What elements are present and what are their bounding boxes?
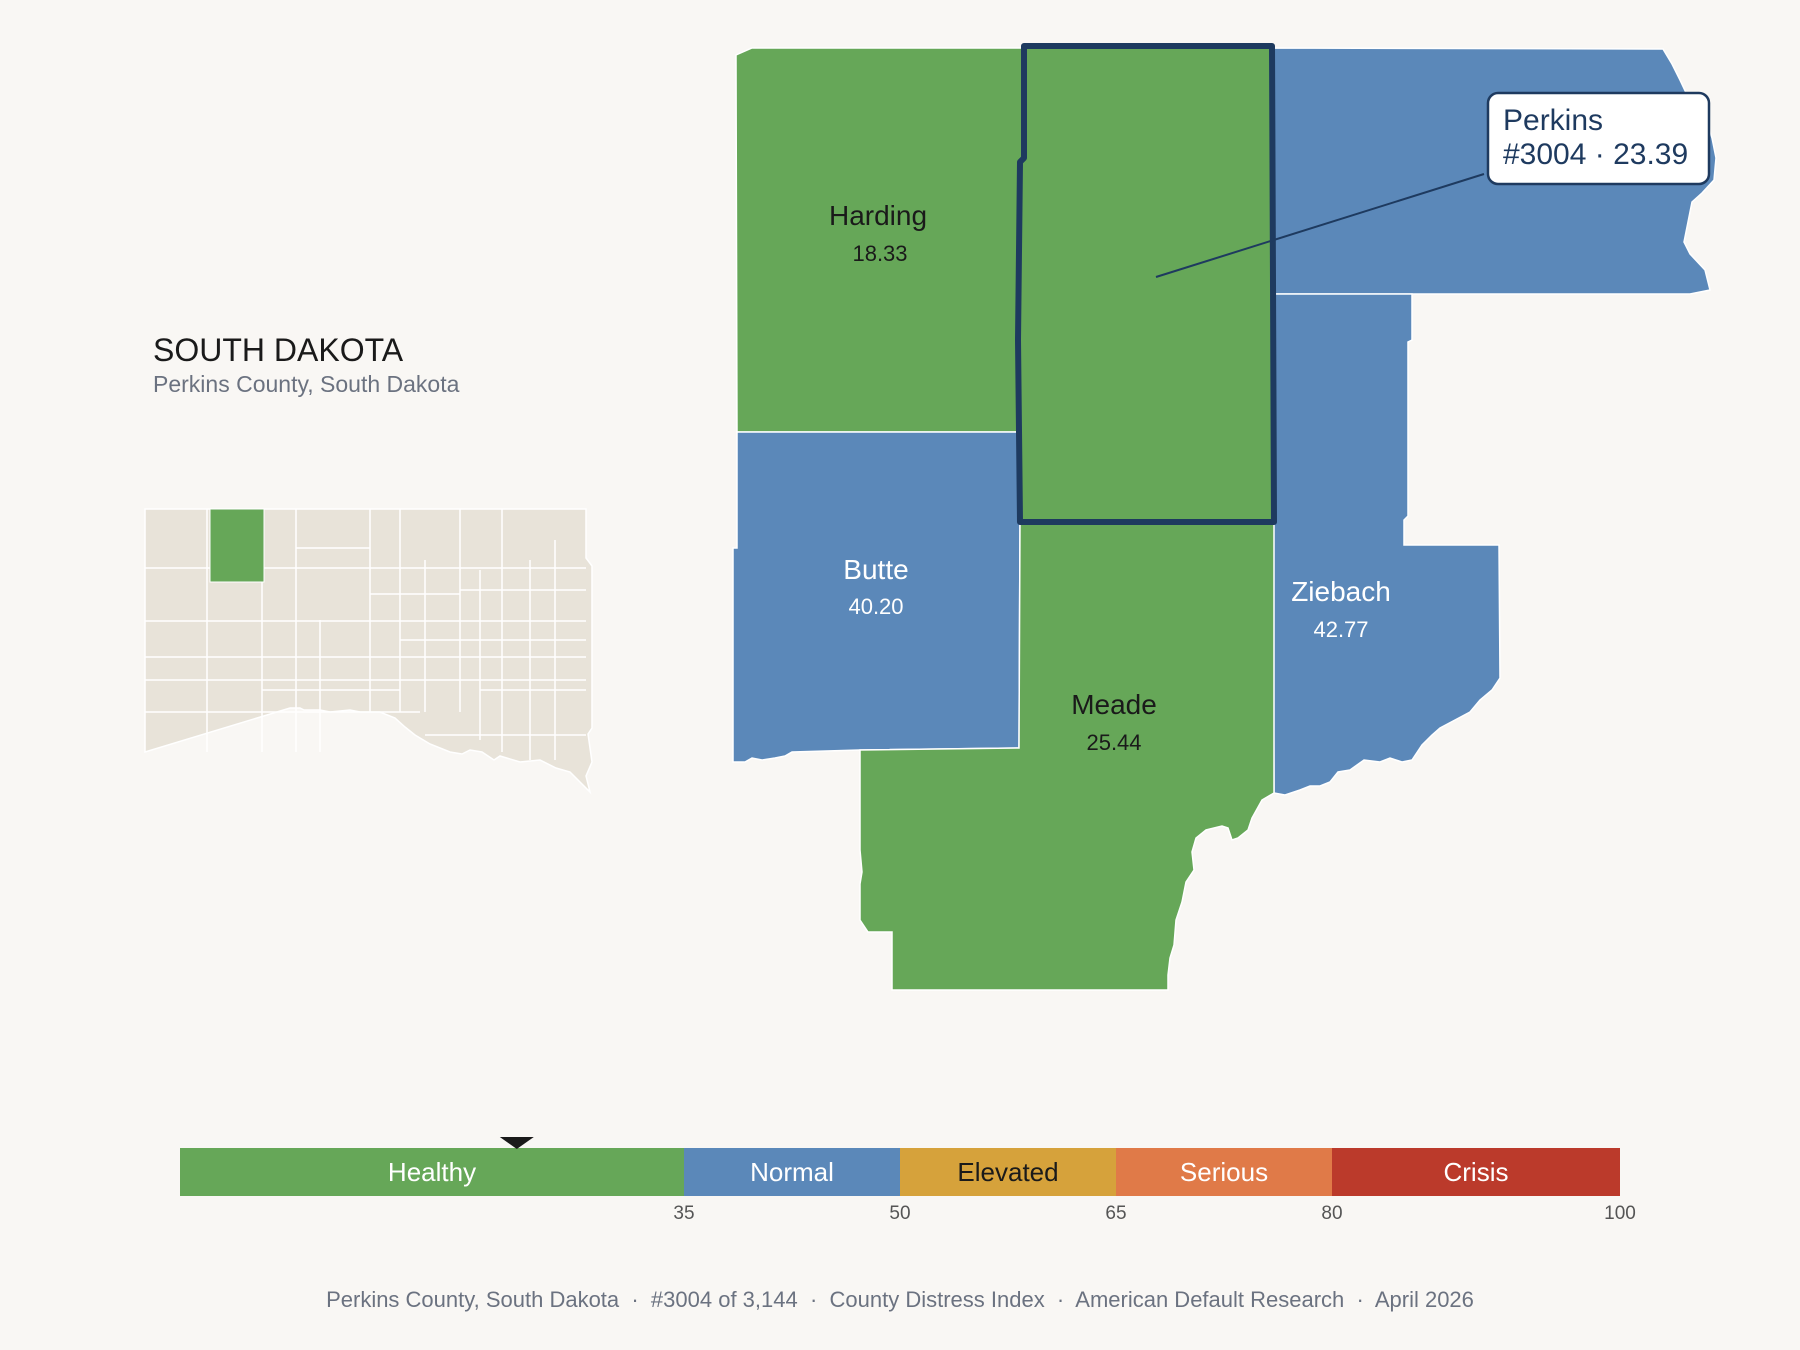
- callout-leader-line: [1155, 173, 1485, 278]
- legend-label-elevated: Elevated: [957, 1157, 1058, 1187]
- legend-label-normal: Normal: [750, 1157, 834, 1187]
- state-subtitle: Perkins County, South Dakota: [153, 371, 460, 397]
- legend-tick-80: 80: [1321, 1203, 1342, 1224]
- legend-label-healthy: Healthy: [388, 1157, 476, 1187]
- footer-caption: Perkins County, South Dakota · #3004 of …: [326, 1287, 1474, 1312]
- county-label-ziebach: Ziebach: [1291, 576, 1391, 607]
- state-locator-map: [144, 508, 593, 795]
- legend-tick-65: 65: [1105, 1203, 1126, 1224]
- legend-tick-100: 100: [1604, 1203, 1636, 1224]
- county-value-ziebach: 42.77: [1313, 617, 1368, 642]
- county-labels: Harding 18.33 Butte 40.20 Meade 25.44 Zi…: [829, 200, 1391, 755]
- legend-scale: Healthy Normal Elevated Serious Crisis 35 50 6…: [180, 1137, 1636, 1224]
- state-title: SOUTH DAKOTA: [153, 332, 404, 368]
- county-meade[interactable]: [859, 521, 1275, 991]
- legend-tick-35: 35: [673, 1203, 694, 1224]
- county-label-harding: Harding: [829, 200, 927, 231]
- callout-rank-score: #3004 · 23.39: [1503, 138, 1688, 171]
- county-map: [732, 43, 1717, 991]
- county-label-meade: Meade: [1071, 689, 1157, 720]
- legend-label-crisis: Crisis: [1444, 1157, 1509, 1187]
- callout-name: Perkins: [1503, 104, 1603, 137]
- legend-segment-elevated: [900, 1148, 1116, 1196]
- state-county-grid: [145, 509, 586, 760]
- inset-perkins-highlight: [209, 508, 265, 583]
- legend-segment-normal: [684, 1148, 900, 1196]
- legend-segment-serious: [1116, 1148, 1332, 1196]
- county-harding[interactable]: [735, 47, 1023, 433]
- legend-marker-triangle: [499, 1137, 534, 1149]
- county-perkins[interactable]: [1015, 43, 1277, 525]
- legend-segment-crisis: [1332, 1148, 1620, 1196]
- legend-tick-50: 50: [889, 1203, 910, 1224]
- legend-label-serious: Serious: [1180, 1157, 1268, 1187]
- legend-segment-healthy: [180, 1148, 684, 1196]
- county-label-butte: Butte: [843, 554, 908, 585]
- county-value-meade: 25.44: [1086, 730, 1141, 755]
- perkins-callout: Perkins #3004 · 23.39: [1155, 91, 1711, 278]
- callout-box: [1486, 91, 1711, 186]
- county-ziebach[interactable]: [1271, 293, 1501, 796]
- county-value-butte: 40.20: [848, 594, 903, 619]
- county-value-harding: 18.33: [852, 241, 907, 266]
